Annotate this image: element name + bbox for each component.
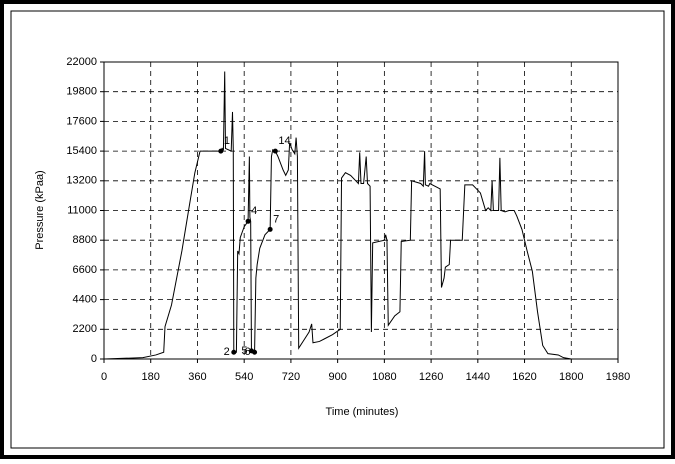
x-tick-label: 180 xyxy=(142,371,160,383)
annotation-marker xyxy=(245,218,251,224)
x-tick-label: 720 xyxy=(282,371,300,383)
annotation-label: 5 xyxy=(241,345,247,357)
annotation-label: 4 xyxy=(251,205,257,217)
annotation-marker xyxy=(218,148,224,154)
plot-frame xyxy=(103,61,619,360)
y-tick-label: 4400 xyxy=(73,294,97,306)
y-tick-label: 0 xyxy=(91,353,97,365)
annotation-label: 1 xyxy=(224,135,230,147)
annotation-marker xyxy=(231,349,237,355)
y-tick-label: 13200 xyxy=(66,175,97,187)
x-tick-label: 1980 xyxy=(606,371,630,383)
y-tick-label: 19800 xyxy=(66,86,97,98)
annotation-marker xyxy=(267,226,273,232)
annotation-marker xyxy=(252,349,258,355)
x-tick-label: 1080 xyxy=(372,371,396,383)
y-tick-label: 15400 xyxy=(66,145,97,157)
y-tick-label: 22000 xyxy=(66,56,97,68)
x-tick-label: 1440 xyxy=(466,371,490,383)
annotation-marker xyxy=(272,148,278,154)
x-tick-label: 1800 xyxy=(559,371,583,383)
y-axis-label: Pressure (kPaa) xyxy=(34,170,46,249)
y-tick-label: 8800 xyxy=(73,234,97,246)
pressure-line xyxy=(103,71,572,360)
x-tick-label: 0 xyxy=(101,371,107,383)
x-axis-label: Time (minutes) xyxy=(326,406,399,418)
y-tick-label: 6600 xyxy=(73,264,97,276)
annotation-label: 7 xyxy=(273,213,279,225)
x-tick-label: 1620 xyxy=(512,371,536,383)
y-tick-label: 2200 xyxy=(73,323,97,335)
annotation-label: 2 xyxy=(224,346,230,358)
x-tick-label: 360 xyxy=(188,371,206,383)
x-tick-label: 1260 xyxy=(419,371,443,383)
y-tick-label: 11000 xyxy=(67,204,97,216)
annotation-label: 14 xyxy=(278,135,290,147)
x-tick-label: 540 xyxy=(235,371,253,383)
annotation-label: 6 xyxy=(244,346,250,358)
x-tick-label: 900 xyxy=(328,371,346,383)
y-tick-label: 17600 xyxy=(66,115,97,127)
